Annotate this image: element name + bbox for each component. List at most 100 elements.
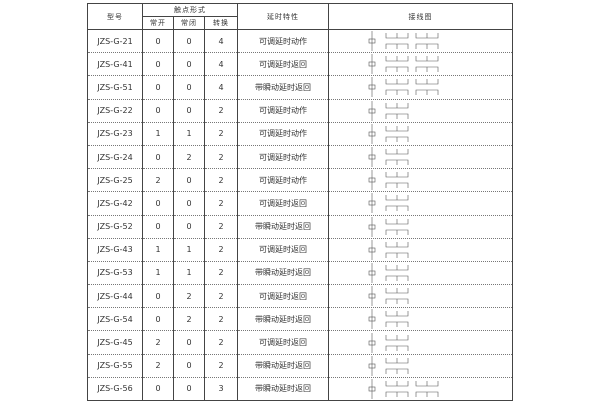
table-row: JZS-G-54 0 2 2 带瞬动延时返回 xyxy=(87,307,513,332)
header-contact-form: 触点形式 xyxy=(142,3,238,17)
wiring-diagram xyxy=(328,99,513,123)
changeover-count-cell: 2 xyxy=(204,284,238,309)
wiring-diagram-icon xyxy=(368,332,408,353)
delay-cell: 带瞬动延时返回 xyxy=(237,75,329,100)
delay-cell: 可调延时返回 xyxy=(237,52,329,77)
table-row: JZS-G-51 0 0 4 带瞬动延时返回 xyxy=(87,75,513,100)
changeover-count-cell: 2 xyxy=(204,330,238,355)
no-count-cell: 0 xyxy=(142,191,174,216)
changeover-count-cell: 2 xyxy=(204,215,238,239)
model-cell: JZS-G-42 xyxy=(87,191,143,216)
nc-count-cell: 1 xyxy=(173,122,205,146)
delay-cell: 可调延时返回 xyxy=(237,191,329,216)
delay-cell: 可调延时动作 xyxy=(237,145,329,170)
wiring-diagram xyxy=(328,330,513,355)
model-cell: JZS-G-22 xyxy=(87,99,143,123)
wiring-diagram-icon xyxy=(368,170,408,191)
wiring-diagram-icon xyxy=(368,54,438,75)
wiring-diagram-icon xyxy=(368,147,408,168)
table-row: JZS-G-25 2 0 2 可调延时动作 xyxy=(87,168,513,193)
table-row: JZS-G-56 0 0 3 带瞬动延时返回 xyxy=(87,377,513,401)
wiring-diagram xyxy=(328,377,513,401)
wiring-diagram-icon xyxy=(368,216,408,237)
no-count-cell: 2 xyxy=(142,168,174,193)
table-row: JZS-G-53 1 1 2 带瞬动延时返回 xyxy=(87,261,513,286)
nc-count-cell: 0 xyxy=(173,75,205,100)
no-count-cell: 0 xyxy=(142,377,174,401)
nc-count-cell: 0 xyxy=(173,215,205,239)
wiring-diagram xyxy=(328,284,513,309)
delay-cell: 可调延时返回 xyxy=(237,284,329,309)
table-row: JZS-G-42 0 0 2 可调延时返回 xyxy=(87,191,513,216)
no-count-cell: 1 xyxy=(142,261,174,286)
wiring-diagram-icon xyxy=(368,378,438,399)
model-cell: JZS-G-55 xyxy=(87,354,143,378)
table-row: JZS-G-55 2 0 2 带瞬动延时返回 xyxy=(87,354,513,378)
model-cell: JZS-G-54 xyxy=(87,307,143,332)
delay-cell: 带瞬动延时返回 xyxy=(237,354,329,378)
delay-cell: 可调延时动作 xyxy=(237,99,329,123)
header-delay: 延时特性 xyxy=(237,3,329,30)
wiring-diagram-icon xyxy=(368,193,408,214)
table-row: JZS-G-44 0 2 2 可调延时返回 xyxy=(87,284,513,309)
wiring-diagram xyxy=(328,75,513,100)
delay-cell: 带瞬动延时返回 xyxy=(237,307,329,332)
table-row: JZS-G-22 0 0 2 可调延时动作 xyxy=(87,99,513,123)
table-row: JZS-G-43 1 1 2 可调延时返回 xyxy=(87,238,513,262)
table-row: JZS-G-45 2 0 2 可调延时返回 xyxy=(87,330,513,355)
no-count-cell: 0 xyxy=(142,52,174,77)
changeover-count-cell: 4 xyxy=(204,52,238,77)
changeover-count-cell: 4 xyxy=(204,75,238,100)
no-count-cell: 0 xyxy=(142,99,174,123)
changeover-count-cell: 2 xyxy=(204,99,238,123)
table-row: JZS-G-21 0 0 4 可调延时动作 xyxy=(87,29,513,54)
table-row: JZS-G-41 0 0 4 可调延时返回 xyxy=(87,52,513,77)
wiring-diagram xyxy=(328,354,513,378)
wiring-diagram-icon xyxy=(368,100,408,121)
nc-count-cell: 0 xyxy=(173,191,205,216)
wiring-diagram xyxy=(328,191,513,216)
changeover-count-cell: 2 xyxy=(204,122,238,146)
table-row: JZS-G-23 1 1 2 可调延时动作 xyxy=(87,122,513,146)
wiring-diagram-icon xyxy=(368,239,408,260)
model-cell: JZS-G-21 xyxy=(87,29,143,54)
wiring-diagram xyxy=(328,168,513,193)
wiring-diagram xyxy=(328,52,513,77)
table-row: JZS-G-24 0 2 2 可调延时动作 xyxy=(87,145,513,170)
nc-count-cell: 2 xyxy=(173,307,205,332)
no-count-cell: 0 xyxy=(142,215,174,239)
model-cell: JZS-G-41 xyxy=(87,52,143,77)
changeover-count-cell: 4 xyxy=(204,29,238,54)
model-cell: JZS-G-51 xyxy=(87,75,143,100)
delay-cell: 可调延时动作 xyxy=(237,122,329,146)
delay-cell: 可调延时返回 xyxy=(237,238,329,262)
changeover-count-cell: 2 xyxy=(204,191,238,216)
table-row: JZS-G-52 0 0 2 带瞬动延时返回 xyxy=(87,215,513,239)
no-count-cell: 0 xyxy=(142,307,174,332)
no-count-cell: 2 xyxy=(142,330,174,355)
nc-count-cell: 0 xyxy=(173,330,205,355)
wiring-diagram xyxy=(328,215,513,239)
nc-count-cell: 0 xyxy=(173,99,205,123)
model-cell: JZS-G-56 xyxy=(87,377,143,401)
nc-count-cell: 2 xyxy=(173,145,205,170)
nc-count-cell: 1 xyxy=(173,238,205,262)
no-count-cell: 1 xyxy=(142,238,174,262)
delay-cell: 可调延时动作 xyxy=(237,168,329,193)
model-cell: JZS-G-43 xyxy=(87,238,143,262)
model-cell: JZS-G-25 xyxy=(87,168,143,193)
delay-cell: 可调延时返回 xyxy=(237,330,329,355)
wiring-diagram xyxy=(328,122,513,146)
nc-count-cell: 2 xyxy=(173,284,205,309)
changeover-count-cell: 2 xyxy=(204,261,238,286)
header-no: 常开 xyxy=(142,16,174,30)
nc-count-cell: 0 xyxy=(173,377,205,401)
changeover-count-cell: 2 xyxy=(204,307,238,332)
changeover-count-cell: 3 xyxy=(204,377,238,401)
no-count-cell: 0 xyxy=(142,29,174,54)
wiring-diagram-icon xyxy=(368,355,408,376)
wiring-diagram xyxy=(328,261,513,286)
wiring-diagram xyxy=(328,29,513,54)
changeover-count-cell: 2 xyxy=(204,145,238,170)
model-cell: JZS-G-52 xyxy=(87,215,143,239)
